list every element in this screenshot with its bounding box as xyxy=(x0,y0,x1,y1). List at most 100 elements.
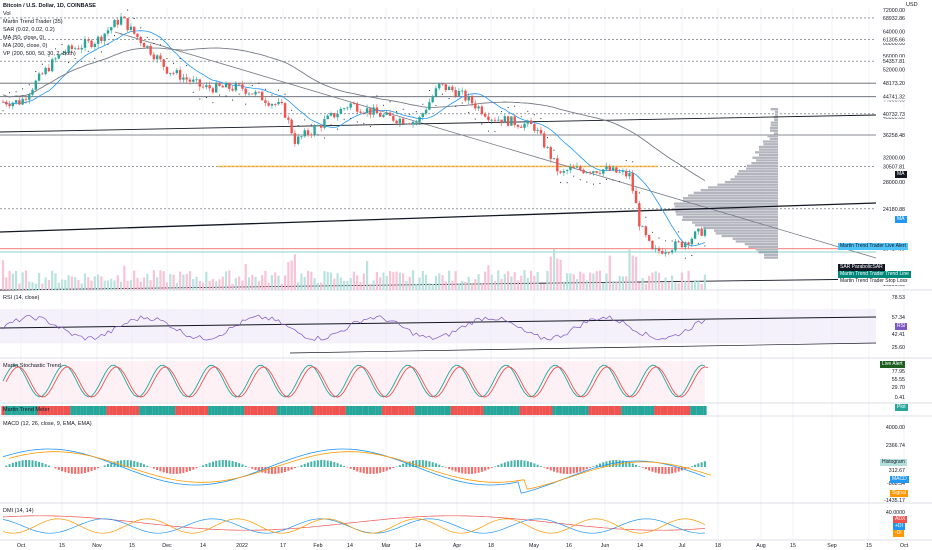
sar-dot xyxy=(205,97,207,99)
sar-dot xyxy=(140,27,142,29)
time-axis-label: 2022 xyxy=(236,543,248,549)
candle-body xyxy=(595,171,598,173)
sar-dot xyxy=(527,110,529,112)
sar-dot xyxy=(28,84,30,86)
price-level-label-bg xyxy=(878,131,908,139)
macd-histogram-bar xyxy=(156,467,159,471)
stoch-title[interactable]: Martin Stochastic Trend xyxy=(3,363,61,369)
price-level-label-bg xyxy=(878,204,908,213)
candle-body xyxy=(116,20,119,25)
macd-histogram-bar xyxy=(549,467,552,471)
macd-signal-line xyxy=(8,451,712,490)
trend-meter-cell xyxy=(162,406,166,415)
meter-title[interactable]: Martin Trend Meter xyxy=(3,407,50,413)
macd-histogram-bar xyxy=(195,467,198,469)
stochastic-pane[interactable] xyxy=(0,361,709,402)
candle-body xyxy=(539,129,543,134)
volume-bar xyxy=(60,279,64,290)
candle-body xyxy=(467,95,470,101)
sar-dot xyxy=(264,88,266,90)
candle-body xyxy=(73,48,77,50)
trend-meter-cell xyxy=(680,406,684,415)
macd-histogram-bar xyxy=(585,467,588,470)
trend-meter-cell xyxy=(260,406,264,415)
macd-histogram-bar xyxy=(451,467,454,471)
volume-profile-bar xyxy=(770,124,778,127)
dmi-pane[interactable] xyxy=(2,515,706,534)
trend-meter-cell xyxy=(332,406,336,415)
trend-meter-cell xyxy=(467,406,471,415)
sar-dot xyxy=(612,179,614,181)
volume-bar xyxy=(231,283,234,290)
trend-meter-cell xyxy=(368,406,373,415)
macd-histogram-bar xyxy=(474,467,477,474)
macd-histogram-bar xyxy=(566,467,569,474)
candle-body xyxy=(110,27,113,31)
sar-dot xyxy=(127,9,129,11)
candle-body xyxy=(34,80,37,90)
sar-dot xyxy=(382,104,385,106)
volume-bar xyxy=(306,270,310,290)
sar-dot xyxy=(35,71,37,73)
macd-histogram-bar xyxy=(175,467,178,474)
indicator-vol[interactable]: Vol xyxy=(3,11,11,17)
macd-histogram-bar xyxy=(576,467,578,473)
volume-bar xyxy=(224,271,228,290)
sar-dot xyxy=(481,123,483,125)
macd-histogram-bar xyxy=(307,462,310,467)
trend-meter-cell xyxy=(253,406,258,415)
candle-body xyxy=(188,79,192,82)
trend-meter-cell xyxy=(185,406,189,415)
trend-meter-cell xyxy=(634,406,638,415)
candle-body xyxy=(556,158,559,172)
trend-meter-pane[interactable] xyxy=(1,406,707,415)
macd-histogram-bar xyxy=(379,467,382,473)
candle-body xyxy=(303,130,306,137)
price-candles[interactable] xyxy=(1,13,707,257)
trend-lines[interactable] xyxy=(0,31,877,291)
price-tick: 64000.00 xyxy=(883,29,905,35)
candle-body xyxy=(585,172,589,174)
macd-histogram-bar xyxy=(129,460,132,467)
candle-body xyxy=(80,47,83,50)
candle-body xyxy=(54,58,57,60)
indicator-ma200[interactable]: MA (200, close, 0) xyxy=(3,43,48,49)
candle-body xyxy=(37,73,41,81)
time-axis-label: Sep xyxy=(827,543,836,549)
dmi-title[interactable]: DMI (14, 14) xyxy=(3,508,34,514)
trend-meter-cell xyxy=(637,406,642,415)
trend-meter-cell xyxy=(703,406,707,415)
sar-dot xyxy=(586,181,588,183)
macd-histogram-bar xyxy=(461,467,464,474)
volume-bar xyxy=(395,271,398,290)
trend-meter-cell xyxy=(83,406,87,415)
trend-meter-cell xyxy=(339,406,343,415)
macd-title[interactable]: MACD (12, 26, close, 9, EMA, EMA) xyxy=(3,421,92,427)
trend-meter-cell xyxy=(457,406,461,415)
volume-bar xyxy=(221,276,224,290)
candle-body xyxy=(237,83,241,85)
candle-body xyxy=(123,16,126,19)
indicator-vp[interactable]: VP (200, 500, 50, 30, 2, Both) xyxy=(3,51,76,57)
indicator-ma50[interactable]: MA (50, close, 0) xyxy=(3,35,45,41)
indicator-sar[interactable]: SAR (0.02, 0.02, 0.2) xyxy=(3,27,55,33)
trend-meter-cell xyxy=(126,406,130,415)
time-axis[interactable]: Oct 15 Nov 15 Dec 14 2022 17 Feb 14 Mar 14 Apr 18 May 1… xyxy=(17,543,909,549)
macd-pane[interactable] xyxy=(2,448,712,494)
candle-body xyxy=(490,119,493,121)
macd-histogram-bar xyxy=(687,467,690,468)
indicator-martin-trend-trader[interactable]: Martin Trend Trader (35) xyxy=(3,19,63,25)
trend-meter-cell xyxy=(89,406,94,415)
candle-body xyxy=(47,67,51,72)
macd-line xyxy=(2,448,706,494)
price-axis[interactable]: 72000.00 64000.00 60000.00 56000.00 52000.00… xyxy=(878,8,908,516)
trend-meter-cell xyxy=(545,406,550,415)
volume-bar xyxy=(37,272,41,290)
trend-meter-cell xyxy=(122,406,127,415)
macd-histogram-bar xyxy=(238,463,241,467)
volume-bar xyxy=(247,277,251,290)
rsi-title[interactable]: RSI (14, close) xyxy=(3,295,40,301)
rsi-pane[interactable] xyxy=(0,308,877,354)
time-axis-label: 14 xyxy=(415,543,421,549)
